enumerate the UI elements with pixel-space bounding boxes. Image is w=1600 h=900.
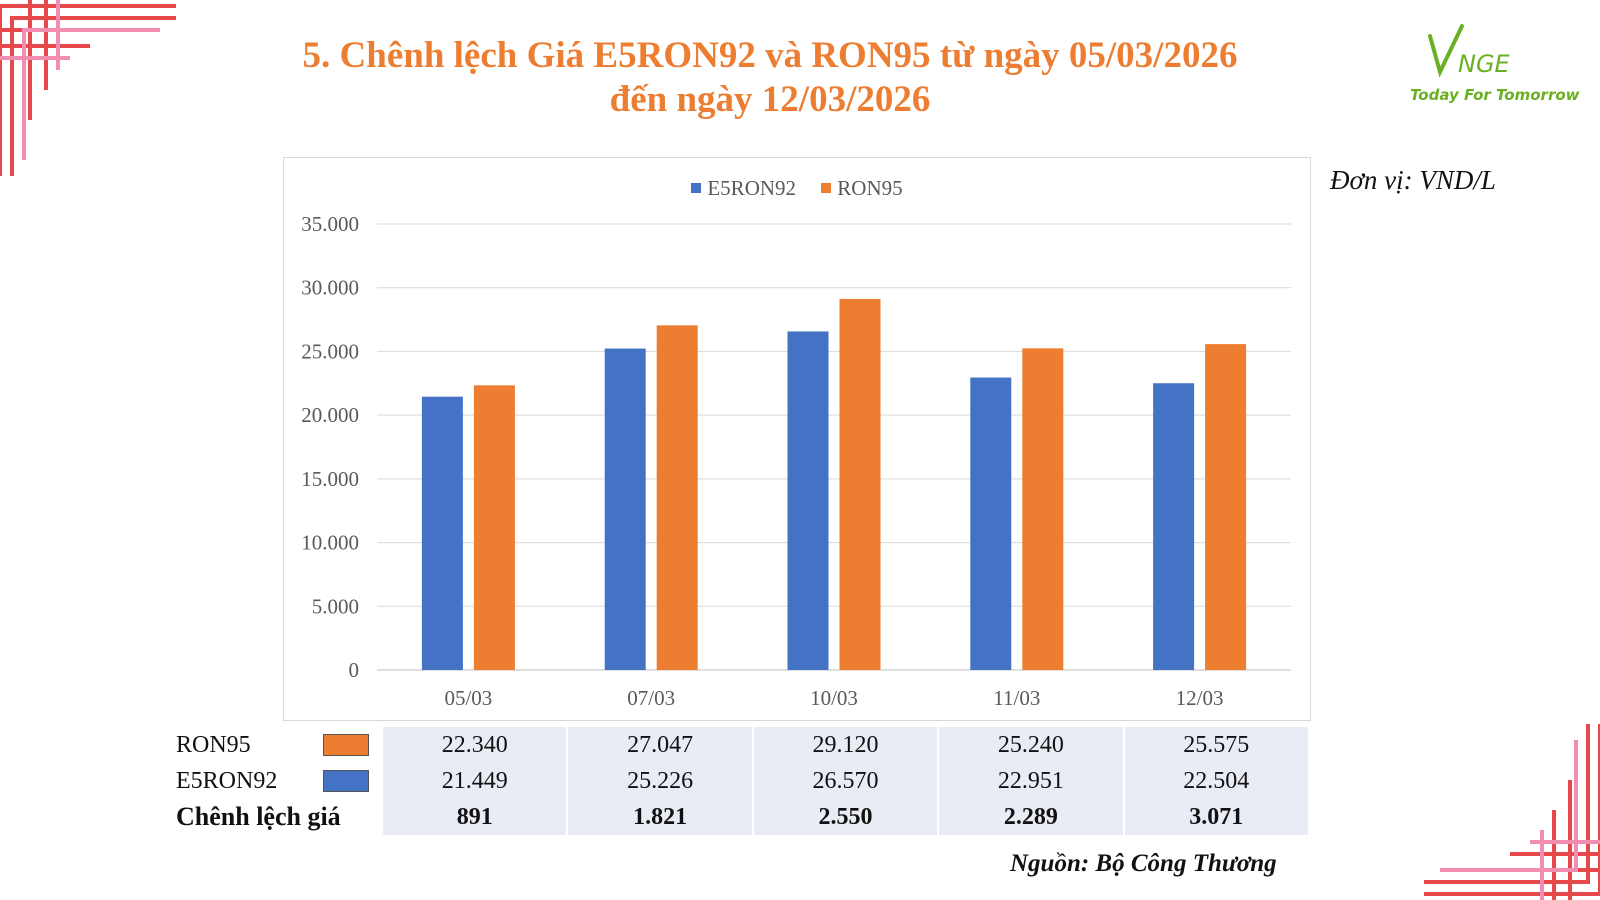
table-cell: 22.951	[939, 763, 1123, 799]
x-tick-label: 05/03	[444, 686, 492, 710]
svg-text:NGE: NGE	[1458, 50, 1511, 78]
y-tick-label: 30.000	[301, 276, 359, 300]
bar-ron95	[656, 325, 698, 670]
corner-decoration-top-left	[0, 0, 176, 176]
x-tick-label: 11/03	[993, 686, 1040, 710]
chart-container: 0 5.000 10.000 15.000 20.000 25.000 30.000 35.0…	[283, 157, 1311, 721]
bar-ron95	[473, 385, 515, 670]
table-cell: 26.570	[753, 763, 938, 799]
x-tick-label: 07/03	[627, 686, 675, 710]
table-row-price-difference: Chênh lệch giá 891 1.821 2.550 2.289 3.0…	[174, 799, 1308, 835]
legend-item-e5ron92: E5RON92	[691, 176, 796, 201]
legend-swatch-e5ron92	[691, 183, 702, 193]
leaf-icon	[1428, 24, 1464, 78]
y-tick-label: 25.000	[301, 339, 359, 363]
x-tick-label: 10/03	[810, 686, 858, 710]
bar-chart: 0 5.000 10.000 15.000 20.000 25.000 30.000 35.0…	[301, 212, 1291, 710]
row-label-price-difference: Chênh lệch giá	[174, 799, 381, 835]
source-label: Nguồn: Bộ Công Thương	[1010, 850, 1277, 877]
row-swatch-ron95	[323, 734, 369, 756]
bar-e5ron92	[604, 348, 646, 670]
vnge-logo: NGE Today For Tomorrow	[1410, 24, 1580, 104]
y-tick-label: 15.000	[301, 467, 359, 491]
x-tick-label: 12/03	[1176, 686, 1224, 710]
table-cell: 25.240	[939, 727, 1123, 763]
price-table: RON95 22.340 27.047 29.120 25.240 25.575…	[172, 727, 1310, 835]
table-cell: 29.120	[753, 727, 938, 763]
bar-ron95	[839, 298, 881, 670]
table-cell: 25.575	[1124, 727, 1308, 763]
table-cell: 25.226	[568, 763, 752, 799]
bar-ron95	[1205, 344, 1247, 670]
y-tick-label: 5.000	[312, 594, 359, 618]
unit-label: Đơn vị: VND/L	[1330, 165, 1496, 195]
svg-text:Today For Tomorrow: Today For Tomorrow	[1410, 86, 1580, 104]
table-cell: 22.504	[1124, 763, 1308, 799]
bar-e5ron92	[1153, 383, 1195, 670]
table-cell: 2.550	[753, 799, 938, 835]
table-cell: 27.047	[568, 727, 752, 763]
y-tick-label: 0	[349, 658, 360, 682]
table-cell: 3.071	[1124, 799, 1308, 835]
legend-label-e5ron92: E5RON92	[707, 175, 797, 200]
bar-ron95	[1022, 348, 1064, 670]
title-line-1: 5. Chênh lệch Giá E5RON92 và RON95 từ ng…	[302, 35, 1238, 76]
title-line-2: đến ngày 12/03/2026	[609, 79, 931, 120]
legend-swatch-ron95	[821, 183, 832, 193]
page-title: 5. Chênh lệch Giá E5RON92 và RON95 từ ng…	[260, 34, 1280, 122]
y-tick-label: 35.000	[301, 212, 359, 236]
table-row-e5ron92: E5RON92 21.449 25.226 26.570 22.951 22.5…	[174, 763, 1308, 799]
table-cell: 1.821	[568, 799, 752, 835]
corner-decoration-bottom-right	[1424, 724, 1600, 900]
row-swatch-e5ron92	[323, 770, 369, 792]
row-label-e5ron92: E5RON92	[176, 767, 278, 794]
bar-e5ron92	[787, 331, 829, 670]
y-tick-label: 10.000	[301, 531, 359, 555]
legend-label-ron95: RON95	[837, 175, 903, 200]
table-cell: 891	[383, 799, 567, 835]
table-cell: 2.289	[939, 799, 1123, 835]
bar-e5ron92	[970, 377, 1012, 670]
chart-legend: E5RON92 RON95	[284, 174, 1310, 201]
table-row-ron95: RON95 22.340 27.047 29.120 25.240 25.575	[174, 727, 1308, 763]
table-cell: 21.449	[383, 763, 567, 799]
y-tick-label: 20.000	[301, 403, 359, 427]
legend-item-ron95: RON95	[821, 175, 903, 201]
table-cell: 22.340	[383, 727, 567, 763]
row-label-ron95: RON95	[176, 731, 251, 758]
bar-e5ron92	[421, 396, 463, 670]
